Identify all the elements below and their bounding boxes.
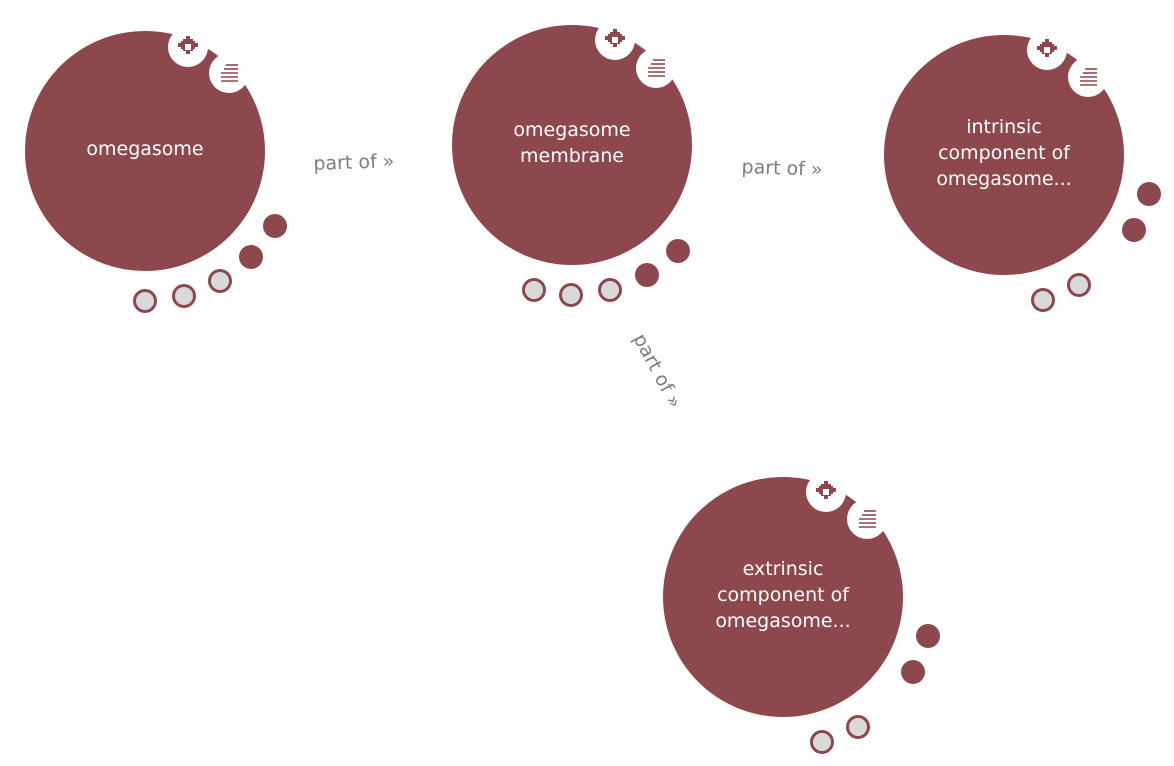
settings-button[interactable]	[595, 20, 635, 60]
menu-button[interactable]	[636, 48, 676, 88]
node-label: intrinsic component of omegasome...	[936, 116, 1072, 190]
collapse-dot[interactable]	[1031, 288, 1055, 312]
edge-label-membrane-intrinsic: part of »	[741, 156, 823, 181]
collapse-dot[interactable]	[1067, 273, 1091, 297]
expand-dot[interactable]	[916, 624, 940, 648]
gear-icon	[1037, 39, 1057, 57]
node-label: omegasome membrane	[513, 119, 631, 167]
gear-icon	[816, 481, 836, 499]
collapse-dot[interactable]	[208, 269, 232, 293]
gear-icon	[178, 36, 198, 54]
node-label: extrinsic component of omegasome...	[715, 558, 851, 632]
settings-button[interactable]	[168, 27, 208, 67]
edge-label-membrane-extrinsic: part of »	[628, 330, 687, 412]
expand-dot[interactable]	[263, 214, 287, 238]
list-icon	[221, 64, 238, 82]
collapse-dot[interactable]	[846, 715, 870, 739]
menu-button[interactable]	[209, 53, 249, 93]
collapse-dot[interactable]	[522, 278, 546, 302]
settings-button[interactable]	[806, 472, 846, 512]
settings-button[interactable]	[1027, 30, 1067, 70]
collapse-dot[interactable]	[559, 283, 583, 307]
menu-button[interactable]	[1068, 57, 1108, 97]
expand-dot[interactable]	[901, 660, 925, 684]
list-icon	[648, 59, 665, 77]
node-label: omegasome	[86, 138, 204, 160]
expand-dot[interactable]	[239, 245, 263, 269]
expand-dot[interactable]	[1122, 218, 1146, 242]
expand-dot[interactable]	[1137, 182, 1161, 206]
collapse-dot[interactable]	[810, 730, 834, 754]
edge-label-omegasome-membrane: part of »	[313, 150, 395, 175]
collapse-dot[interactable]	[598, 278, 622, 302]
list-icon	[859, 510, 876, 528]
expand-dot[interactable]	[635, 263, 659, 287]
menu-button[interactable]	[847, 499, 887, 539]
collapse-dot[interactable]	[133, 289, 157, 313]
list-icon	[1080, 68, 1097, 86]
collapse-dot[interactable]	[172, 284, 196, 308]
expand-dot[interactable]	[666, 239, 690, 263]
gear-icon	[605, 29, 625, 47]
